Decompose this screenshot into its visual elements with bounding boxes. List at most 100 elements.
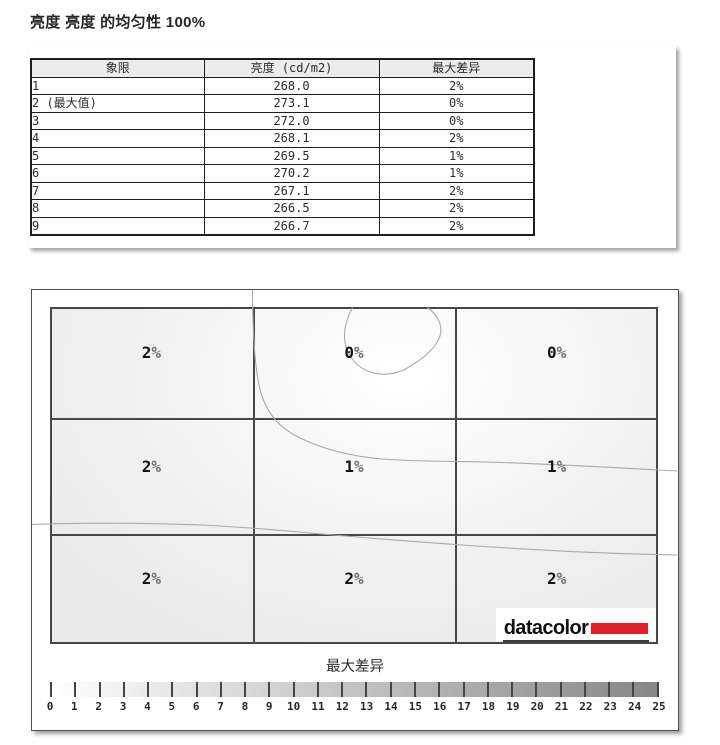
- luminance-cell: 268.0: [203, 76, 380, 95]
- percent-value: 1: [547, 456, 557, 476]
- max-diff-cell: 0%: [378, 111, 535, 130]
- colorbar-gradient: [50, 682, 659, 697]
- grid-cell-percent: 2%: [253, 535, 456, 644]
- colorbar-tick-mark: [268, 682, 271, 697]
- uniformity-table: 象限 亮度 (cd/m2) 最大差异 1 268.0 2% 2 (最大值) 273.…: [30, 58, 535, 236]
- colorbar-tick-mark: [583, 682, 586, 697]
- table-row: 4 268.1 2%: [30, 129, 535, 148]
- colorbar: 0 1 2 3 4 5 6 7 8 9: [47, 682, 666, 713]
- table-row: 7 267.1 2%: [30, 181, 535, 200]
- table-row: 3 272.0 0%: [30, 111, 535, 130]
- grid-cell-percent: 2%: [50, 535, 253, 644]
- colorbar-label: 最大差异: [326, 659, 384, 675]
- grid-cell-percent: 2%: [50, 419, 253, 535]
- colorbar-tick-mark: [462, 682, 465, 697]
- datacolor-logo-row: datacolor: [502, 617, 650, 642]
- grid-cell-percent: 2%: [455, 535, 658, 644]
- max-diff-cell: 2%: [378, 199, 535, 218]
- luminance-cell: 266.5: [203, 199, 380, 218]
- max-diff-cell: 2%: [378, 129, 535, 148]
- grid-cell-percent: 0%: [253, 307, 456, 419]
- luminance-cell: 270.2: [203, 164, 380, 183]
- colorbar-tick-mark: [98, 682, 101, 697]
- colorbar-tick-mark: [413, 682, 416, 697]
- colorbar-tick-mark: [608, 682, 611, 697]
- colorbar-tick-mark: [292, 682, 295, 697]
- luminance-cell: 273.1: [203, 94, 380, 113]
- luminance-cell: 269.5: [203, 146, 380, 165]
- quadrant-cell: 7: [30, 181, 205, 200]
- max-diff-cell: 2%: [378, 216, 535, 236]
- datacolor-logo-text: datacolor: [503, 617, 589, 639]
- table-row: 1 268.0 2%: [30, 76, 535, 95]
- percent-sign: %: [151, 342, 161, 362]
- colorbar-tick-mark: [171, 682, 174, 697]
- colorbar-tick-mark: [559, 682, 562, 697]
- luminance-cell: 268.1: [203, 129, 380, 148]
- grid-cell-percent: 1%: [455, 419, 658, 535]
- quadrant-cell: 6: [30, 164, 205, 183]
- percent-sign: %: [151, 456, 161, 476]
- quadrant-cell: 3: [30, 111, 205, 130]
- colorbar-tick-mark: [365, 682, 368, 697]
- quadrant-cell: 4: [30, 129, 205, 148]
- page-title: 亮度 亮度 的均匀性 100%: [30, 14, 206, 31]
- percent-sign: %: [151, 569, 161, 588]
- table-row: 9 266.7 2%: [30, 216, 535, 236]
- colorbar-ticks: [50, 682, 659, 697]
- colorbar-tick-mark: [50, 682, 52, 697]
- colorbar-tick-mark: [438, 682, 441, 697]
- grid-cell-percent: 2%: [50, 307, 253, 419]
- colorbar-tick-mark: [195, 682, 198, 697]
- table-header-cell: 象限: [30, 58, 205, 78]
- quadrant-cell: 8: [30, 199, 205, 218]
- table-header-cell: 亮度 (cd/m2): [203, 58, 380, 78]
- colorbar-tick-mark: [147, 682, 150, 697]
- grid-cells-layer: 2% 0% 0% 2% 1% 1% 2% 2% 2%: [50, 307, 658, 644]
- percent-value: 2: [141, 456, 152, 476]
- max-diff-cell: 1%: [378, 164, 535, 183]
- colorbar-tick-mark: [389, 682, 392, 697]
- datacolor-logo-red-bar: [591, 622, 649, 634]
- luminance-cell: 267.1: [203, 181, 380, 200]
- colorbar-tick-mark: [535, 682, 538, 697]
- max-diff-cell: 0%: [378, 94, 535, 113]
- colorbar-tick-mark: [244, 682, 247, 697]
- percent-sign: %: [353, 569, 364, 588]
- percent-sign: %: [353, 456, 364, 476]
- table-row: 5 269.5 1%: [30, 146, 535, 165]
- percent-value: 1: [344, 456, 354, 476]
- percent-sign: %: [556, 456, 567, 476]
- percent-value: 2: [141, 569, 152, 588]
- grid-cell-percent: 1%: [253, 419, 456, 535]
- percent-value: 2: [141, 342, 152, 362]
- colorbar-tick-mark: [486, 682, 489, 697]
- table-row: 6 270.2 1%: [30, 164, 535, 183]
- grid-cell-percent: 0%: [455, 307, 658, 419]
- percent-sign: %: [353, 342, 364, 362]
- luminance-cell: 266.7: [203, 216, 380, 236]
- colorbar-tick-mark: [316, 682, 319, 697]
- colorbar-tick-mark: [632, 682, 635, 697]
- quadrant-cell: 2 (最大值): [30, 94, 205, 113]
- percent-sign: %: [556, 342, 567, 362]
- max-diff-cell: 2%: [378, 181, 535, 200]
- percent-value: 0: [547, 342, 557, 362]
- table-header-cell: 最大差异: [378, 58, 535, 78]
- grid-line-vertical-2: [455, 309, 457, 642]
- colorbar-tick-mark: [341, 682, 344, 697]
- uniformity-table-sheet: 象限 亮度 (cd/m2) 最大差异 1 268.0 2% 2 (最大值) 273.…: [28, 46, 676, 248]
- uniformity-map-panel: 2% 0% 0% 2% 1% 1% 2% 2% 2% datacolor: [31, 289, 679, 731]
- max-diff-cell: 1%: [378, 146, 535, 165]
- colorbar-tick-labels: 0 1 2 3 4 5 6 7 8 9: [46, 700, 666, 713]
- table-header-row: 象限 亮度 (cd/m2) 最大差异: [30, 58, 535, 78]
- grid-line-vertical-1: [253, 309, 255, 642]
- max-diff-cell: 2%: [378, 76, 535, 95]
- colorbar-tick-mark: [656, 682, 659, 697]
- table-row: 2 (最大值) 273.1 0%: [30, 94, 535, 113]
- percent-sign: %: [556, 569, 567, 588]
- quadrant-cell: 5: [30, 146, 205, 165]
- percent-value: 2: [344, 569, 354, 588]
- percent-value: 2: [547, 569, 557, 588]
